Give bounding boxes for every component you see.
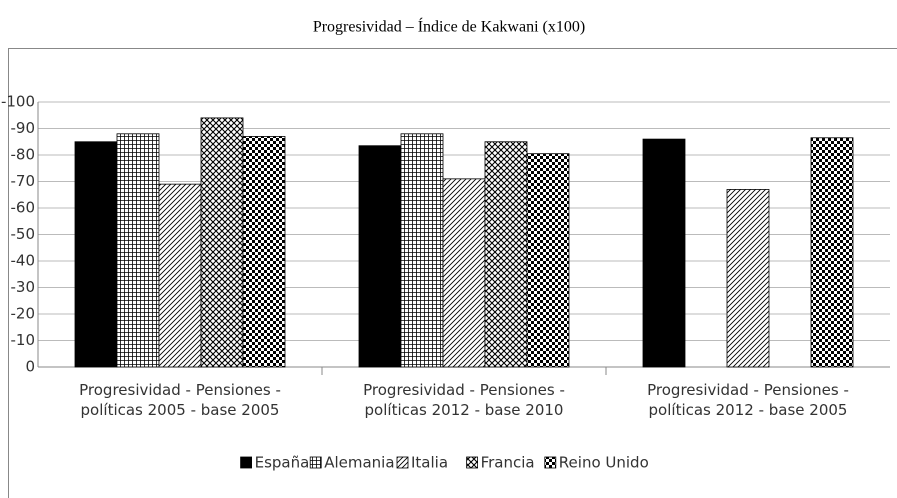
x-tick-label: Progresividad - Pensiones - políticas 20… [79,381,281,419]
bar [242,136,286,368]
legend-label: Francia [481,454,535,472]
y-tick-label: -80 [11,146,36,164]
chart-title: Progresividad – Índice de Kakwani (x100) [313,17,585,36]
legend-label: Alemania [324,454,394,472]
x-tick-label: Progresividad - Pensiones - políticas 20… [647,381,849,419]
bar [116,133,160,368]
bar [358,145,402,368]
legend-swatch [240,456,253,469]
x-tick-label: Progresividad - Pensiones - políticas 20… [363,381,565,419]
y-tick-label: -30 [11,278,36,296]
y-tick-label: -90 [11,119,36,137]
bar [400,133,444,368]
bar [442,178,486,368]
legend-label: España [255,454,310,472]
y-tick-label: -20 [11,305,36,323]
legend-swatch [544,456,557,469]
chart-border [8,48,897,498]
bar [810,137,854,368]
y-tick-label: -10 [11,331,36,349]
legend-label: Italia [411,454,448,472]
bar [484,141,528,368]
bar [158,183,202,368]
bar [726,189,770,368]
legend-swatch [466,456,479,469]
legend-label: Reino Unido [559,454,649,472]
y-tick-label: -50 [11,225,36,243]
legend-swatch [396,456,409,469]
y-tick-label: -100 [1,93,35,111]
bar [526,153,570,368]
y-tick-label: -40 [11,252,36,270]
legend-swatch [309,456,322,469]
y-tick-label: -60 [11,199,36,217]
bar [200,117,244,368]
bar [642,138,686,368]
y-tick-label: -70 [11,172,36,190]
y-tick-label: 0 [25,358,35,376]
bar [74,141,118,368]
